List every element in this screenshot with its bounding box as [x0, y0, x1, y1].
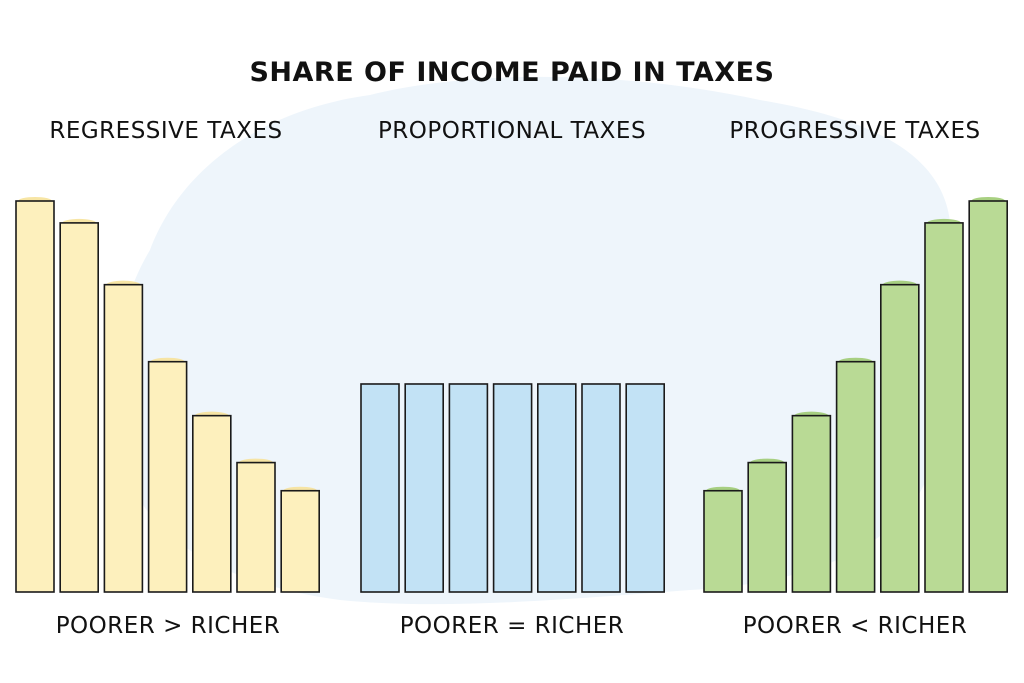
regressive-bar [236, 461, 276, 593]
regressive-bar [59, 222, 100, 593]
progressive-bar [747, 461, 788, 593]
progressive-bar [791, 414, 832, 593]
proportional-bar [404, 383, 445, 593]
regressive-bar [280, 489, 321, 593]
regressive-bar [192, 414, 232, 593]
panel-caption-proportional: POORER = RICHER [400, 613, 625, 639]
progressive-bar [835, 360, 876, 593]
chart-title: SHARE OF INCOME PAID IN TAXES [249, 57, 774, 88]
proportional-bar [448, 383, 489, 593]
background-blob [116, 76, 951, 605]
regressive-bars [15, 197, 321, 593]
progressive-bar [968, 200, 1009, 593]
proportional-bar [581, 383, 621, 593]
proportional-bar [536, 383, 577, 593]
progressive-bar [879, 283, 920, 593]
proportional-bar [625, 383, 666, 593]
progressive-bar [703, 489, 743, 593]
regressive-bar [147, 360, 188, 593]
panel-caption-progressive: POORER < RICHER [743, 613, 968, 639]
panel-caption-regressive: POORER > RICHER [56, 613, 281, 639]
regressive-bar [103, 283, 144, 593]
progressive-bars [703, 197, 1009, 593]
regressive-bar [15, 200, 55, 593]
proportional-bars [360, 383, 666, 593]
progressive-bar [924, 222, 964, 593]
panel-title-proportional: PROPORTIONAL TAXES [378, 118, 646, 144]
proportional-bar [360, 383, 400, 593]
proportional-bar [492, 383, 533, 593]
panel-title-progressive: PROGRESSIVE TAXES [729, 118, 980, 144]
panel-title-regressive: REGRESSIVE TAXES [49, 118, 282, 144]
